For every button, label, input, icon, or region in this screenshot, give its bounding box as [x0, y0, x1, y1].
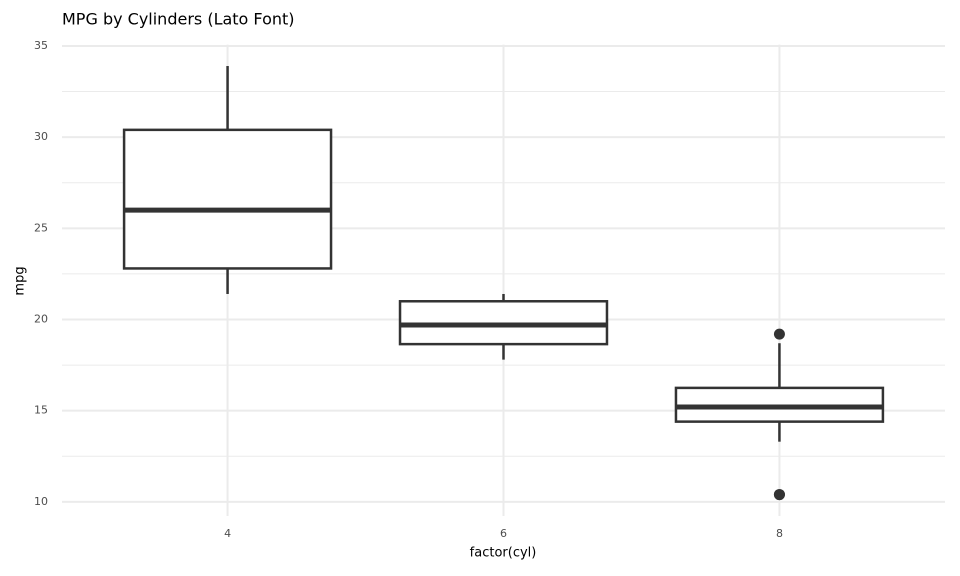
x-tick-label: 4 [224, 527, 231, 540]
x-axis-title: factor(cyl) [470, 546, 537, 561]
outlier [773, 328, 785, 340]
x-tick-label: 8 [776, 527, 783, 540]
y-tick-label: 20 [34, 313, 48, 326]
y-tick-label: 25 [34, 221, 48, 234]
y-tick-label: 30 [34, 130, 48, 143]
chart-title: MPG by Cylinders (Lato Font) [62, 10, 295, 29]
y-tick-label: 10 [34, 495, 48, 508]
y-axis-title: mpg [13, 266, 28, 295]
y-tick-label: 35 [34, 39, 48, 52]
outlier [773, 489, 785, 501]
y-tick-label: 15 [34, 404, 48, 417]
box [122, 128, 333, 270]
x-tick-label: 6 [500, 527, 507, 540]
